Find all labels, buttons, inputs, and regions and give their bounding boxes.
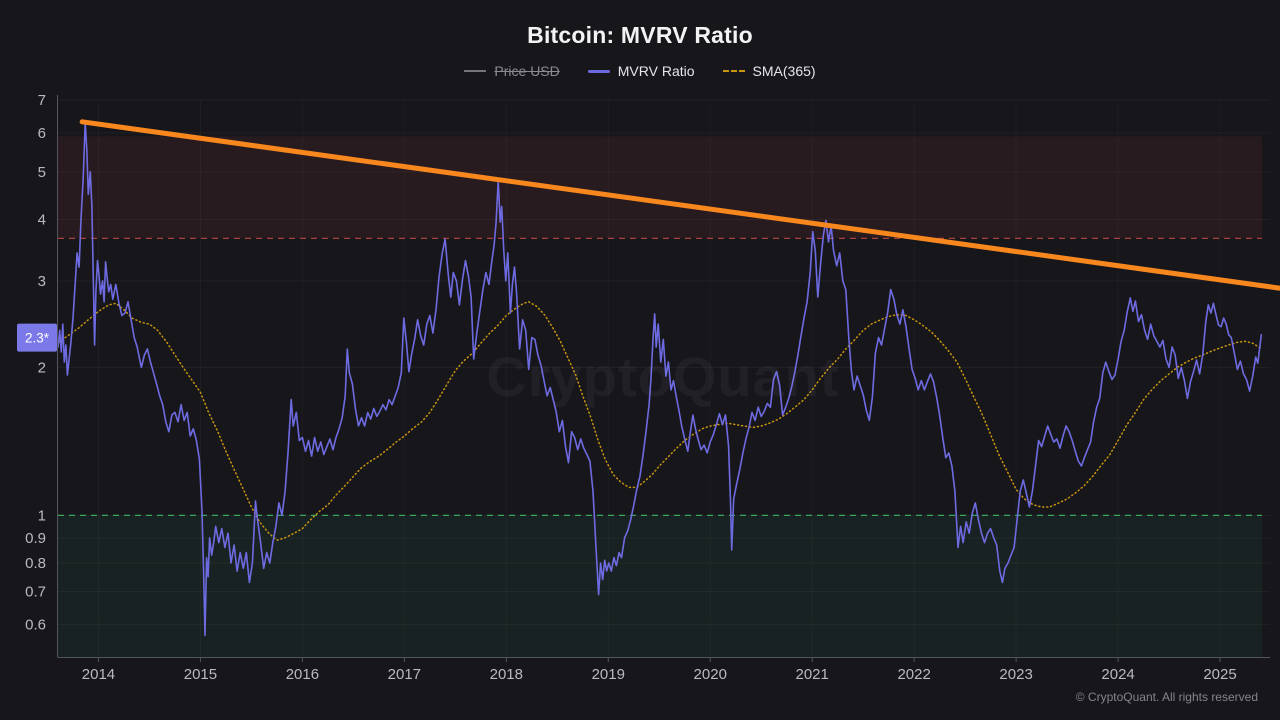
legend-item-sma365[interactable]: SMA(365) <box>722 63 816 79</box>
mvrv-ratio-swatch-icon <box>587 69 610 73</box>
y-tick-label: 7 <box>38 92 46 109</box>
last-value-badge: 2.3* <box>17 323 57 352</box>
gridlines <box>58 99 1270 625</box>
x-tick-label: 2018 <box>490 666 523 683</box>
x-tick-label: 2020 <box>694 666 727 683</box>
x-tick-label: 2025 <box>1203 666 1236 683</box>
last-value-badge-text: 2.3* <box>25 331 50 346</box>
mvrv-ratio-line <box>57 121 1263 637</box>
legend: Price USD MVRV Ratio SMA(365) <box>0 63 1280 79</box>
x-tick-label: 2017 <box>388 666 421 683</box>
x-tick-label: 2024 <box>1101 666 1134 683</box>
x-tick-label: 2015 <box>184 666 217 683</box>
x-tick-label: 2021 <box>796 666 829 683</box>
sma365-swatch-icon <box>722 70 745 72</box>
valuation-bands <box>58 136 1262 657</box>
y-tick-label: 0.7 <box>25 583 46 600</box>
y-tick-label: 6 <box>38 125 46 142</box>
y-tick-label: 1 <box>38 507 46 524</box>
y-axis-labels: 7 6 5 4 3 2 1 0.9 0.8 0.7 0.6 <box>25 92 46 633</box>
price-usd-swatch-icon <box>464 70 487 72</box>
legend-item-mvrv-ratio[interactable]: MVRV Ratio <box>587 63 695 79</box>
y-tick-label: 0.9 <box>25 530 46 547</box>
x-tick-label: 2022 <box>897 666 930 683</box>
y-tick-label: 4 <box>38 211 46 228</box>
y-tick-label: 2 <box>38 359 46 376</box>
overvalued-zone-band <box>58 136 1262 239</box>
y-tick-label: 5 <box>38 164 46 181</box>
y-tick-label: 0.6 <box>25 616 46 633</box>
y-tick-label: 0.8 <box>25 555 46 572</box>
resistance-trendline <box>79 119 1280 291</box>
x-tick-label: 2016 <box>286 666 319 683</box>
x-tick-label: 2023 <box>999 666 1032 683</box>
chart-title: Bitcoin: MVRV Ratio <box>527 22 753 48</box>
copyright-notice: © CryptoQuant. All rights reserved <box>1075 690 1258 704</box>
undervalued-zone-band <box>58 515 1262 657</box>
sma365-line <box>57 300 1263 542</box>
legend-label: Price USD <box>494 63 560 79</box>
axes <box>57 95 1270 662</box>
x-axis-labels: 2014 2015 2016 2017 2018 2019 2020 2021 2022 2023… <box>82 666 1237 683</box>
x-tick-label: 2014 <box>82 666 115 683</box>
x-tick-label: 2019 <box>592 666 625 683</box>
legend-label: SMA(365) <box>752 63 816 79</box>
legend-label: MVRV Ratio <box>617 63 695 79</box>
legend-item-price-usd[interactable]: Price USD <box>464 63 560 79</box>
y-tick-label: 3 <box>38 273 46 290</box>
